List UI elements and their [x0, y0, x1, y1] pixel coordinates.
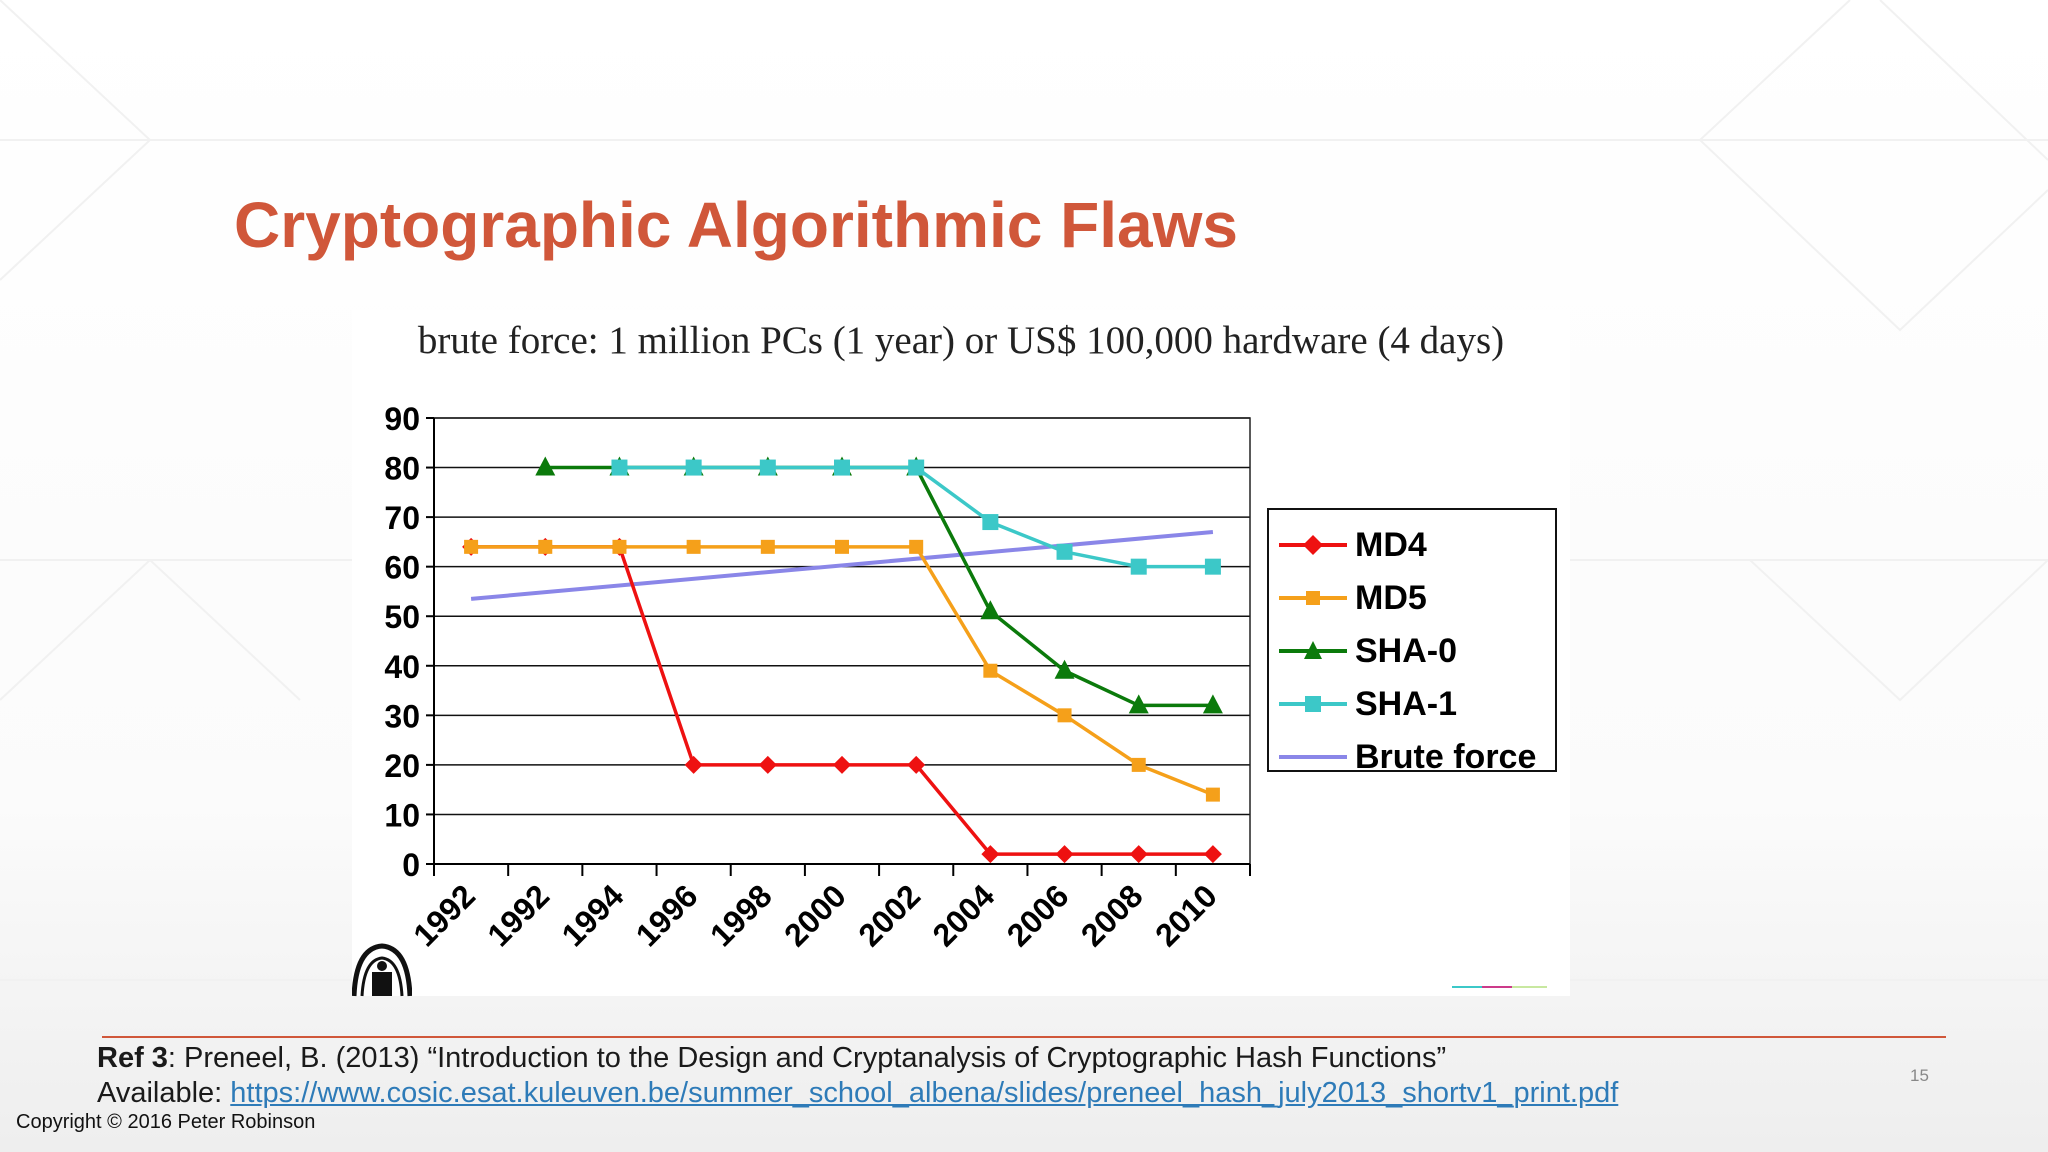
data-point-sha-0	[980, 600, 1001, 620]
page-number: 15	[1910, 1066, 1929, 1085]
data-point-sha-1	[759, 459, 776, 476]
legend-label-sha1: SHA-1	[1355, 685, 1458, 723]
legend-item-brute-force: Brute force	[1275, 732, 1555, 782]
reference-tag: Ref 3	[97, 1042, 168, 1074]
legend-label-md4: MD4	[1355, 526, 1427, 564]
footer-divider	[102, 1036, 1946, 1038]
legend-swatch-md5	[1279, 591, 1347, 605]
legend-item-sha0: SHA-0	[1275, 626, 1555, 676]
data-point-md5	[612, 539, 627, 554]
data-point-sha-1	[685, 459, 702, 476]
series-line-brute-force	[470, 529, 1214, 601]
data-point-md4	[981, 845, 1000, 864]
line-chart: 9080706050403020100199219921994199619982…	[384, 401, 1251, 953]
data-point-md4	[833, 755, 851, 774]
data-point-md5	[760, 539, 775, 554]
legend-label-sha0: SHA-0	[1355, 632, 1458, 670]
x-tick-label: 2010	[1148, 877, 1224, 953]
x-tick-label: 1998	[703, 877, 779, 953]
data-point-md5	[538, 539, 553, 554]
data-point-sha-1	[1204, 558, 1221, 575]
data-point-md5	[835, 539, 849, 554]
x-tick-label: 1992	[406, 877, 482, 953]
data-point-md5	[464, 539, 479, 554]
y-tick-label: 60	[384, 550, 420, 586]
data-point-md5	[909, 539, 924, 554]
data-point-md4	[1129, 845, 1148, 864]
data-point-sha-1	[1056, 543, 1073, 560]
series-line-sha-0	[545, 465, 1213, 708]
copyright-notice: Copyright © 2016 Peter Robinson	[16, 1111, 316, 1133]
x-tick-label: 2006	[1000, 877, 1076, 953]
legend-swatch-brute-force	[1279, 755, 1347, 759]
chart-panel: brute force: 1 million PCs (1 year) or U…	[352, 310, 1570, 997]
data-point-sha-0	[1202, 694, 1223, 714]
data-point-md4	[1055, 845, 1074, 864]
chart-legend: MD4 MD5 SHA-0 SHA-1 Brute force	[1267, 508, 1557, 776]
logo-icon	[352, 943, 412, 997]
x-tick-label: 2002	[851, 877, 927, 953]
reference-availability: Available: https://www.cosic.esat.kuleuv…	[97, 1077, 1618, 1110]
x-tick-label: 2008	[1074, 877, 1150, 953]
decorative-stub	[1452, 986, 1547, 988]
x-tick-label: 1996	[629, 877, 705, 953]
data-point-md5	[1057, 708, 1072, 723]
data-point-sha-1	[611, 459, 628, 476]
data-point-md4	[758, 755, 777, 774]
legend-swatch-sha0	[1279, 641, 1347, 659]
y-tick-label: 20	[384, 748, 420, 784]
x-tick-label: 1994	[555, 877, 631, 953]
data-point-sha-0	[1054, 659, 1075, 679]
x-tick-label: 2000	[777, 877, 853, 953]
data-point-sha-1	[834, 459, 850, 476]
x-tick-label: 1992	[480, 877, 556, 953]
reference-text: : Preneel, B. (2013) “Introduction to th…	[167, 1042, 1447, 1074]
legend-item-sha1: SHA-1	[1275, 679, 1555, 729]
slide-title: Cryptographic Algorithmic Flaws	[234, 189, 1238, 261]
y-tick-label: 90	[384, 401, 420, 437]
available-label: Available:	[97, 1077, 231, 1109]
y-tick-label: 0	[402, 847, 420, 883]
plot-area-border	[433, 417, 1251, 865]
data-point-sha-0	[535, 456, 556, 476]
data-point-md4	[907, 755, 926, 774]
data-point-sha-1	[982, 514, 999, 531]
legend-item-md5: MD5	[1275, 573, 1555, 623]
data-point-md5	[983, 663, 998, 678]
data-point-sha-1	[908, 459, 925, 476]
y-tick-label: 10	[384, 797, 420, 833]
legend-item-md4: MD4	[1275, 520, 1555, 570]
data-point-md5	[1131, 757, 1146, 772]
data-point-md4	[684, 755, 703, 774]
data-point-md5	[686, 539, 701, 554]
reference-citation: Ref 3: Preneel, B. (2013) “Introduction …	[97, 1042, 1446, 1075]
reference-link[interactable]: https://www.cosic.esat.kuleuven.be/summe…	[230, 1077, 1619, 1109]
y-tick-label: 30	[384, 698, 420, 734]
legend-swatch-md4	[1279, 535, 1347, 555]
y-tick-label: 40	[384, 649, 420, 685]
data-point-sha-0	[1128, 694, 1149, 714]
legend-swatch-sha1	[1279, 696, 1347, 712]
legend-label-md5: MD5	[1355, 579, 1427, 617]
data-point-md4	[1203, 845, 1222, 864]
y-tick-label: 50	[384, 599, 420, 635]
x-tick-label: 2004	[926, 877, 1002, 953]
series-line-md4	[471, 545, 1213, 856]
chart-title: brute force: 1 million PCs (1 year) or U…	[417, 319, 1505, 362]
data-point-md5	[1205, 787, 1220, 802]
y-tick-label: 70	[384, 500, 420, 536]
y-tick-label: 80	[384, 451, 420, 487]
legend-label-brute-force: Brute force	[1355, 738, 1537, 776]
data-point-sha-1	[1130, 558, 1147, 575]
